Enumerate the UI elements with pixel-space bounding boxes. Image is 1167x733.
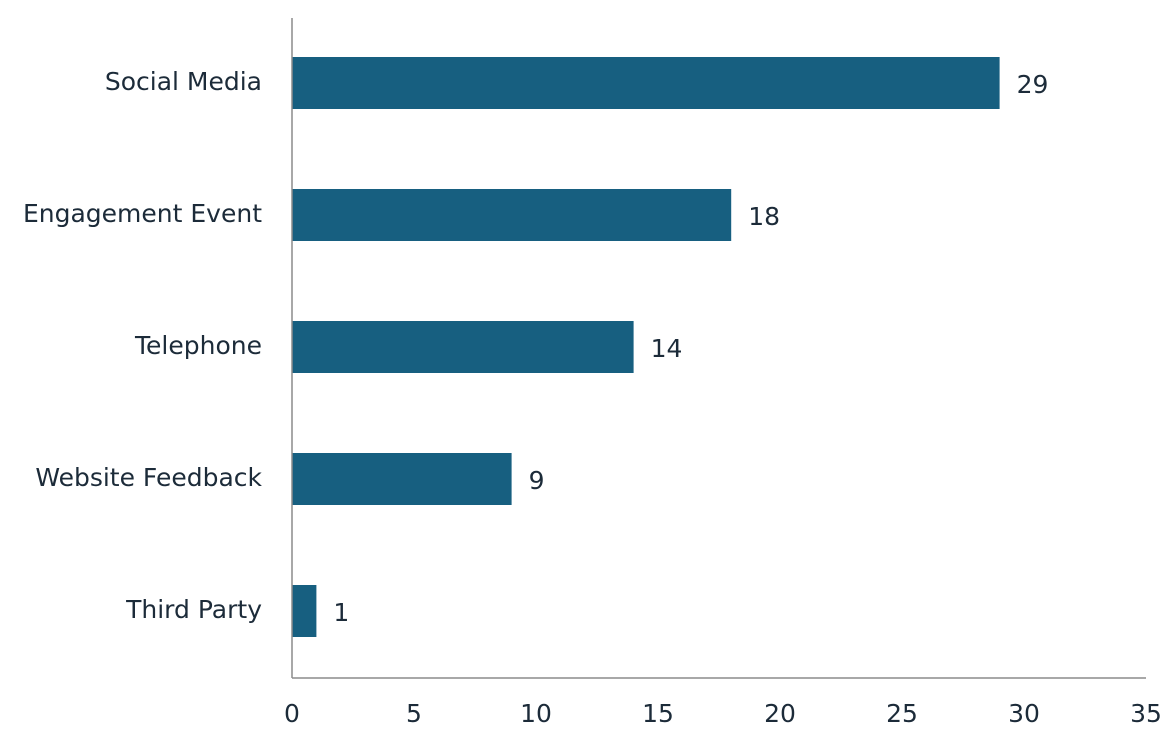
x-tick-label-0: 0 [284,699,300,728]
category-labels-group: Social Media Engagement Event Telephone Web… [23,67,263,624]
x-tick-label-5: 5 [406,699,422,728]
x-tick-label-35: 35 [1130,699,1162,728]
x-tick-label-30: 30 [1008,699,1040,728]
x-tick-label-10: 10 [520,699,552,728]
bar-telephone [292,321,634,373]
bars-group [292,57,1000,637]
category-label-website-feedback: Website Feedback [35,463,262,492]
data-label-telephone: 14 [651,334,683,363]
data-label-engagement-event: 18 [748,202,780,231]
category-label-social-media: Social Media [105,67,262,96]
bar-website-feedback [292,453,512,505]
bar-third-party [292,585,317,637]
data-label-social-media: 29 [1017,70,1049,99]
category-label-third-party: Third Party [125,595,262,624]
bar-engagement-event [292,189,732,241]
category-label-engagement-event: Engagement Event [23,199,262,228]
x-tick-label-25: 25 [886,699,918,728]
bar-social-media [292,57,1000,109]
x-tick-label-20: 20 [764,699,796,728]
data-labels-group: 29 18 14 9 1 [333,70,1048,627]
data-label-website-feedback: 9 [529,466,545,495]
x-tick-label-15: 15 [642,699,674,728]
x-tick-labels-group: 0 5 10 15 20 25 30 35 [284,699,1162,728]
category-label-telephone: Telephone [134,331,262,360]
data-label-third-party: 1 [333,598,349,627]
